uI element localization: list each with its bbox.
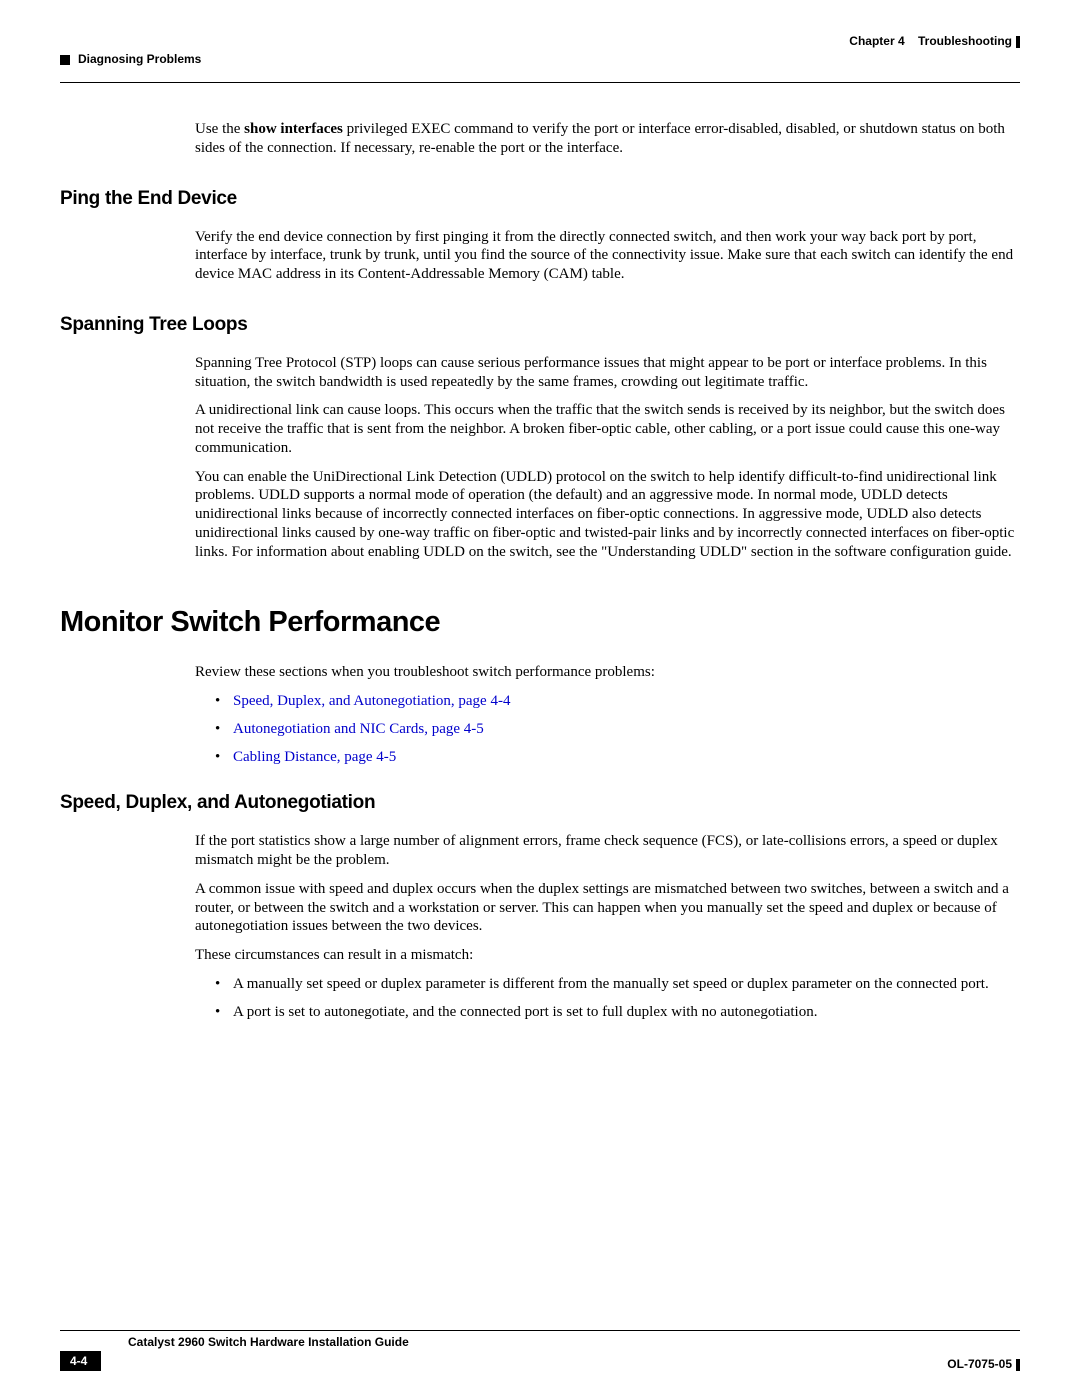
ping-body: Verify the end device connection by firs… xyxy=(195,228,1020,284)
speed-heading: Speed, Duplex, and Autonegotiation xyxy=(60,792,1020,814)
section-label: Diagnosing Problems xyxy=(78,52,201,66)
main-content: Use the show interfaces privileged EXEC … xyxy=(60,120,1020,1030)
speed-p1: If the port statistics show a large numb… xyxy=(195,832,1020,870)
footer-rule xyxy=(60,1330,1020,1331)
chapter-label: Chapter 4 xyxy=(849,34,904,48)
monitor-intro: Review these sections when you troublesh… xyxy=(195,663,1020,682)
page-number-box: 4-4 xyxy=(60,1351,101,1371)
speed-p2: A common issue with speed and duplex occ… xyxy=(195,880,1020,936)
speed-bullet-list: A manually set speed or duplex parameter… xyxy=(215,975,1020,1022)
monitor-heading: Monitor Switch Performance xyxy=(60,606,1020,639)
header-rule xyxy=(60,82,1020,83)
ping-heading: Ping the End Device xyxy=(60,188,1020,210)
footer-docid: OL-7075-05 xyxy=(947,1357,1020,1371)
docid-text: OL-7075-05 xyxy=(947,1357,1012,1371)
footer-title: Catalyst 2960 Switch Hardware Installati… xyxy=(128,1335,1020,1349)
list-item: Speed, Duplex, and Autonegotiation, page… xyxy=(215,692,1020,711)
list-item: A manually set speed or duplex parameter… xyxy=(215,975,1020,994)
page-footer: Catalyst 2960 Switch Hardware Installati… xyxy=(60,1330,1020,1349)
footer-pipe-icon xyxy=(1016,1359,1020,1371)
header-section: Diagnosing Problems xyxy=(60,52,201,66)
stp-heading: Spanning Tree Loops xyxy=(60,314,1020,336)
stp-p3: You can enable the UniDirectional Link D… xyxy=(195,468,1020,562)
list-item: Autonegotiation and NIC Cards, page 4-5 xyxy=(215,720,1020,739)
monitor-link-list: Speed, Duplex, and Autonegotiation, page… xyxy=(215,692,1020,766)
list-item: A port is set to autonegotiate, and the … xyxy=(215,1003,1020,1022)
xref-link[interactable]: Autonegotiation and NIC Cards, page 4-5 xyxy=(233,721,484,737)
intro-paragraph: Use the show interfaces privileged EXEC … xyxy=(195,120,1020,158)
xref-link[interactable]: Speed, Duplex, and Autonegotiation, page… xyxy=(233,693,510,709)
header-chapter: Chapter 4 Troubleshooting xyxy=(849,34,1020,48)
chapter-title: Troubleshooting xyxy=(918,34,1012,48)
header-pipe-icon xyxy=(1016,36,1020,48)
list-item: Cabling Distance, page 4-5 xyxy=(215,748,1020,767)
intro-prefix: Use the xyxy=(195,121,244,137)
xref-link[interactable]: Cabling Distance, page 4-5 xyxy=(233,749,396,765)
speed-p3: These circumstances can result in a mism… xyxy=(195,946,1020,965)
stp-p1: Spanning Tree Protocol (STP) loops can c… xyxy=(195,354,1020,392)
stp-p2: A unidirectional link can cause loops. T… xyxy=(195,401,1020,457)
square-icon xyxy=(60,55,70,65)
intro-command: show interfaces xyxy=(244,121,343,137)
